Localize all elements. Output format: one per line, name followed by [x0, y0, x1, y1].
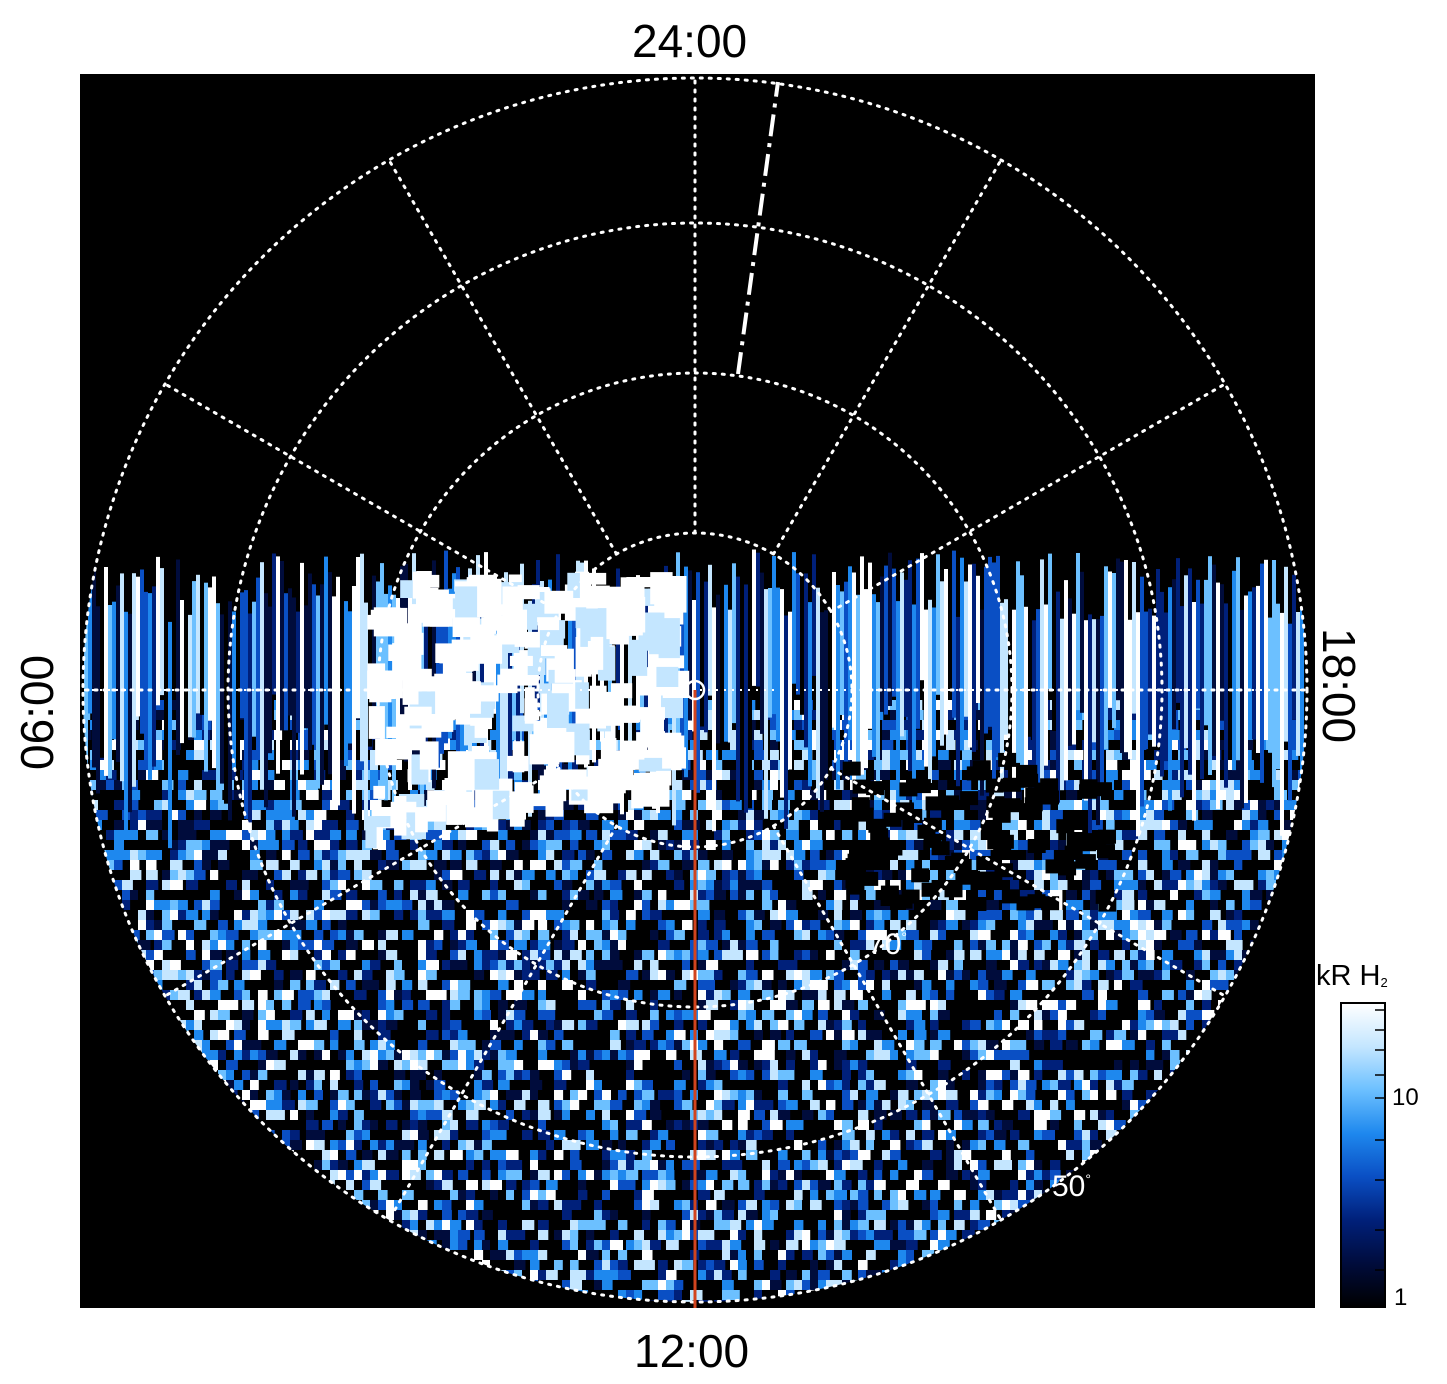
colorbar-tick-label-10: 10 [1392, 1084, 1419, 1111]
meridian-line [163, 767, 561, 998]
meridian-line [772, 158, 1003, 556]
colorbar-tick-label-1: 1 [1394, 1284, 1408, 1311]
meridian-line [829, 382, 1227, 613]
local-time-label-bottom: 12:00 [634, 1325, 750, 1377]
meridian-line [829, 767, 1227, 998]
latitude-label-70: 70° [868, 928, 907, 961]
meridian-line [772, 824, 1003, 1222]
meridian-line [163, 382, 561, 613]
latitude-circle [81, 76, 1309, 1304]
meridian-line [387, 824, 618, 1222]
colorbar-title: kR H2 [1316, 960, 1388, 992]
pole-marker [684, 679, 706, 701]
local-time-label-left: 06:00 [11, 654, 63, 770]
meridian-line [387, 158, 618, 556]
local-time-label-right: 18:00 [1313, 628, 1365, 744]
local-time-label-top: 24:00 [632, 15, 748, 67]
colorbar-ticks [1375, 1009, 1385, 1271]
latitude-label-50: 50° [1052, 1170, 1091, 1203]
colorbar [1340, 1002, 1386, 1308]
reference-dash-dot-line [736, 81, 780, 375]
